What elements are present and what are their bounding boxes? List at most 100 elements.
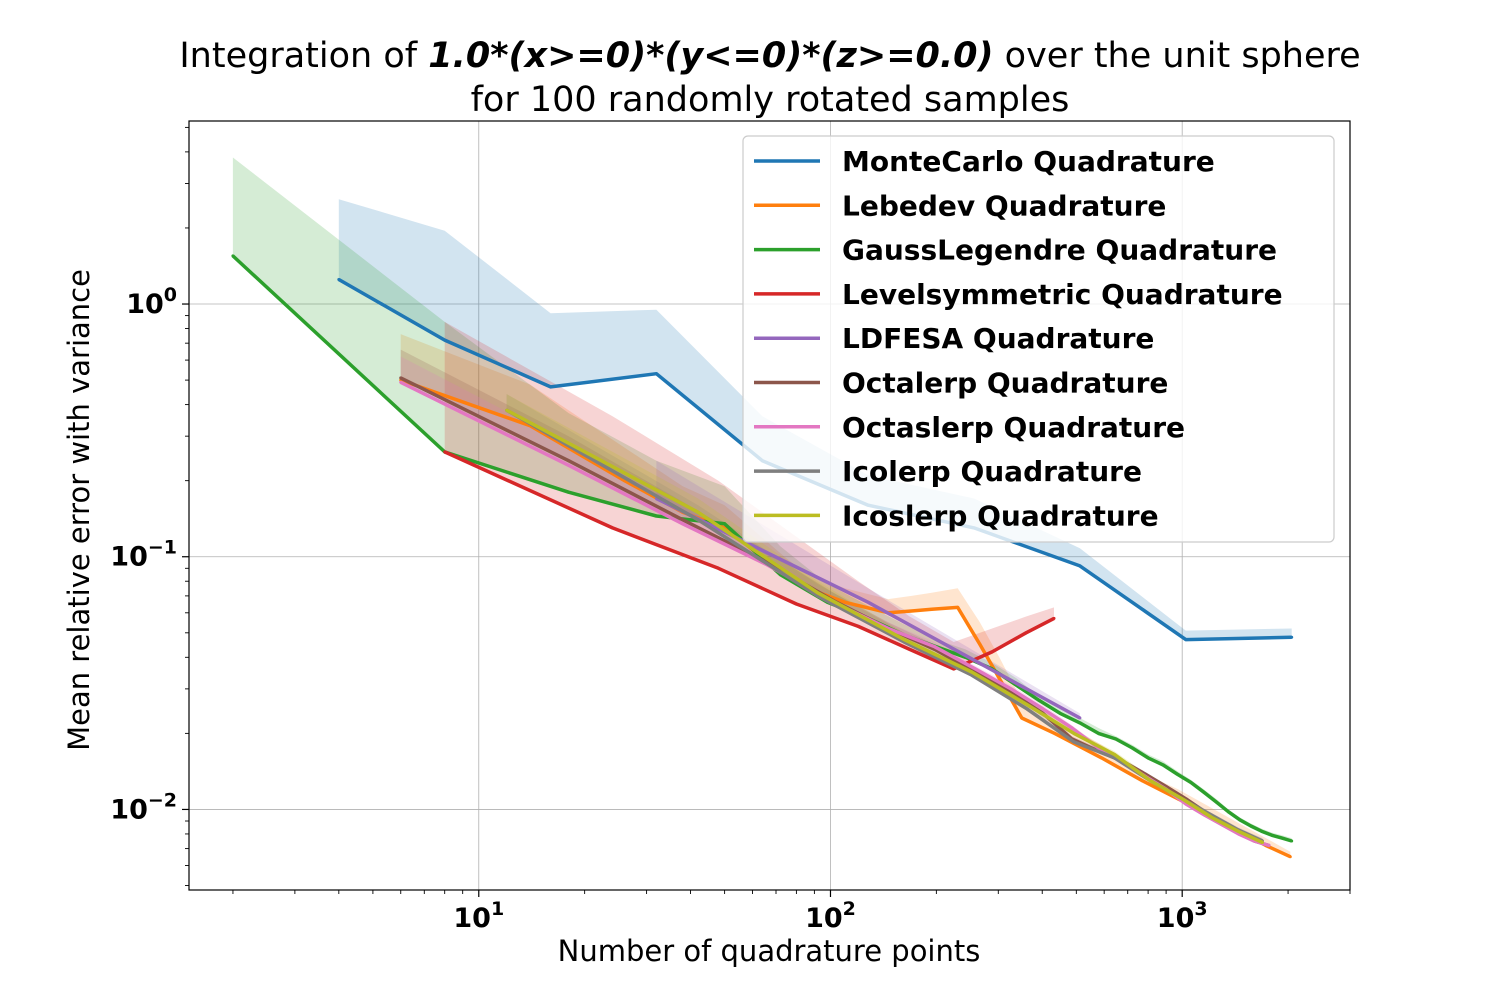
point-lebedev-quadrature (910, 609, 913, 613)
legend-label-lebedev-quadrature: Lebedev Quadrature (842, 189, 1166, 222)
point-gausslegendre-quadrature (1078, 721, 1082, 725)
point-octaslerp-quadrature (973, 667, 977, 671)
point-levelsymmetric-quadrature (990, 650, 994, 654)
plot-frame (188, 120, 1351, 891)
legend-frame (742, 135, 1335, 543)
point-montecarlo-quadrature (1290, 635, 1294, 639)
point-levelsymmetric-quadrature (611, 526, 614, 530)
x-tick-label: 103 (1157, 898, 1208, 934)
y-tick-label: 100 (126, 284, 177, 320)
point-icoslerp-quadrature (1072, 731, 1076, 735)
point-gausslegendre-quadrature (1270, 833, 1274, 837)
chart-title-formula: 1.0*(x>=0)*(y<=0)*(z>=0.0) (428, 36, 994, 76)
legend: MonteCarlo Quadrature Lebedev Quadrature G… (742, 135, 1335, 543)
x-tick-label: 102 (805, 898, 856, 934)
point-octaslerp-quadrature (681, 522, 685, 526)
point-montecarlo-quadrature (337, 278, 341, 281)
point-gausslegendre-quadrature (1202, 790, 1206, 794)
point-gausslegendre-quadrature (723, 522, 727, 526)
point-lebedev-quadrature (997, 676, 1001, 680)
x-tick-exponent: 1 (491, 898, 504, 920)
point-octaslerp-quadrature (1267, 844, 1271, 847)
legend-label-gausslegendre-quadrature: GaussLegendre Quadrature (842, 234, 1277, 267)
point-montecarlo-quadrature (1078, 564, 1082, 568)
point-octalerp-quadrature (399, 376, 403, 380)
line-levelsymmetric-quadrature (443, 450, 1055, 671)
y-tick-exponent: −1 (148, 537, 177, 559)
point-gausslegendre-quadrature (1146, 756, 1150, 760)
point-icolerp-quadrature (1025, 707, 1029, 711)
point-gausslegendre-quadrature (1037, 698, 1041, 702)
point-gausslegendre-quadrature (1058, 711, 1062, 715)
band-icoslerp-quadrature (506, 394, 1263, 843)
point-icoslerp-quadrature (902, 638, 906, 642)
point-lebedev-quadrature (930, 607, 934, 611)
point-icoslerp-quadrature (1210, 815, 1214, 819)
point-gausslegendre-quadrature (1290, 839, 1294, 843)
point-gausslegendre-quadrature (231, 254, 235, 258)
point-octaslerp-quadrature (1070, 726, 1074, 730)
point-gausslegendre-quadrature (1097, 731, 1100, 735)
point-lebedev-quadrature (956, 605, 960, 609)
point-icoslerp-quadrature (816, 591, 820, 595)
point-gausslegendre-quadrature (1249, 824, 1253, 828)
y-tick-exponent: −2 (148, 789, 177, 811)
x-tick-base: 10 (453, 903, 491, 934)
point-lebedev-quadrature (843, 600, 847, 604)
point-ldfesa-quadrature (866, 600, 870, 604)
legend-label-montecarlo-quadrature: MonteCarlo Quadrature (842, 145, 1215, 178)
point-icoslerp-quadrature (1261, 841, 1264, 844)
legend-label-octaslerp-quadrature: Octaslerp Quadrature (842, 411, 1185, 444)
point-icoslerp-quadrature (1025, 703, 1029, 707)
point-octalerp-quadrature (681, 518, 685, 522)
point-gausslegendre-quadrature (1280, 836, 1284, 840)
x-tick-base: 10 (805, 903, 843, 934)
y-tick-exponent: 0 (164, 284, 177, 306)
point-levelsymmetric-quadrature (716, 566, 720, 570)
x-tick-exponent: 3 (1194, 898, 1207, 920)
y-tick-label: 10−1 (110, 537, 177, 573)
point-gausslegendre-quadrature (1114, 737, 1118, 741)
point-lebedev-quadrature (1288, 855, 1292, 859)
band-levelsymmetric-quadrature (444, 321, 1054, 669)
point-lebedev-quadrature (1053, 731, 1057, 735)
band-icolerp-quadrature (506, 394, 1263, 841)
x-tick-label: 101 (453, 898, 504, 934)
point-levelsymmetric-quadrature (1052, 616, 1056, 620)
point-octaslerp-quadrature (933, 645, 937, 649)
point-gausslegendre-quadrature (1130, 746, 1134, 750)
point-levelsymmetric-quadrature (794, 602, 798, 606)
point-lebedev-quadrature (1100, 756, 1104, 760)
point-gausslegendre-quadrature (1260, 829, 1264, 833)
point-gausslegendre-quadrature (654, 514, 658, 518)
x-tick-exponent: 2 (843, 898, 856, 920)
point-montecarlo-quadrature (549, 385, 553, 389)
legend-label-ldfesa-quadrature: LDFESA Quadrature (842, 322, 1154, 355)
line-gausslegendre-quadrature (231, 254, 1293, 843)
point-icolerp-quadrature (1072, 740, 1076, 744)
y-tick-base: 10 (110, 794, 148, 825)
chart-title-line-2: for 100 randomly rotated samples (470, 80, 1070, 120)
x-axis-label: Number of quadrature points (558, 934, 981, 968)
point-montecarlo-quadrature (443, 338, 447, 342)
point-ldfesa-quadrature (1078, 716, 1082, 720)
point-octaslerp-quadrature (1041, 707, 1045, 711)
point-gausslegendre-quadrature (1161, 763, 1165, 767)
point-montecarlo-quadrature (1184, 638, 1188, 642)
point-octaslerp-quadrature (567, 463, 571, 467)
point-icoslerp-quadrature (696, 510, 700, 514)
x-tick-base: 10 (1157, 903, 1195, 934)
chart-title-suffix: over the unit sphere (993, 36, 1361, 76)
point-icoslerp-quadrature (505, 408, 509, 412)
point-icoslerp-quadrature (970, 670, 974, 674)
point-octaslerp-quadrature (399, 380, 403, 384)
point-levelsymmetric-quadrature (908, 647, 912, 651)
point-icoslerp-quadrature (1148, 779, 1152, 783)
chart-title-line-1: Integration of 1.0*(x>=0)*(y<=0)*(z>=0.0… (0, 36, 1500, 76)
point-octaslerp-quadrature (1009, 687, 1013, 691)
point-levelsymmetric-quadrature (1024, 631, 1028, 635)
point-icoslerp-quadrature (1236, 829, 1240, 833)
legend-label-icolerp-quadrature: Icolerp Quadrature (842, 455, 1142, 488)
